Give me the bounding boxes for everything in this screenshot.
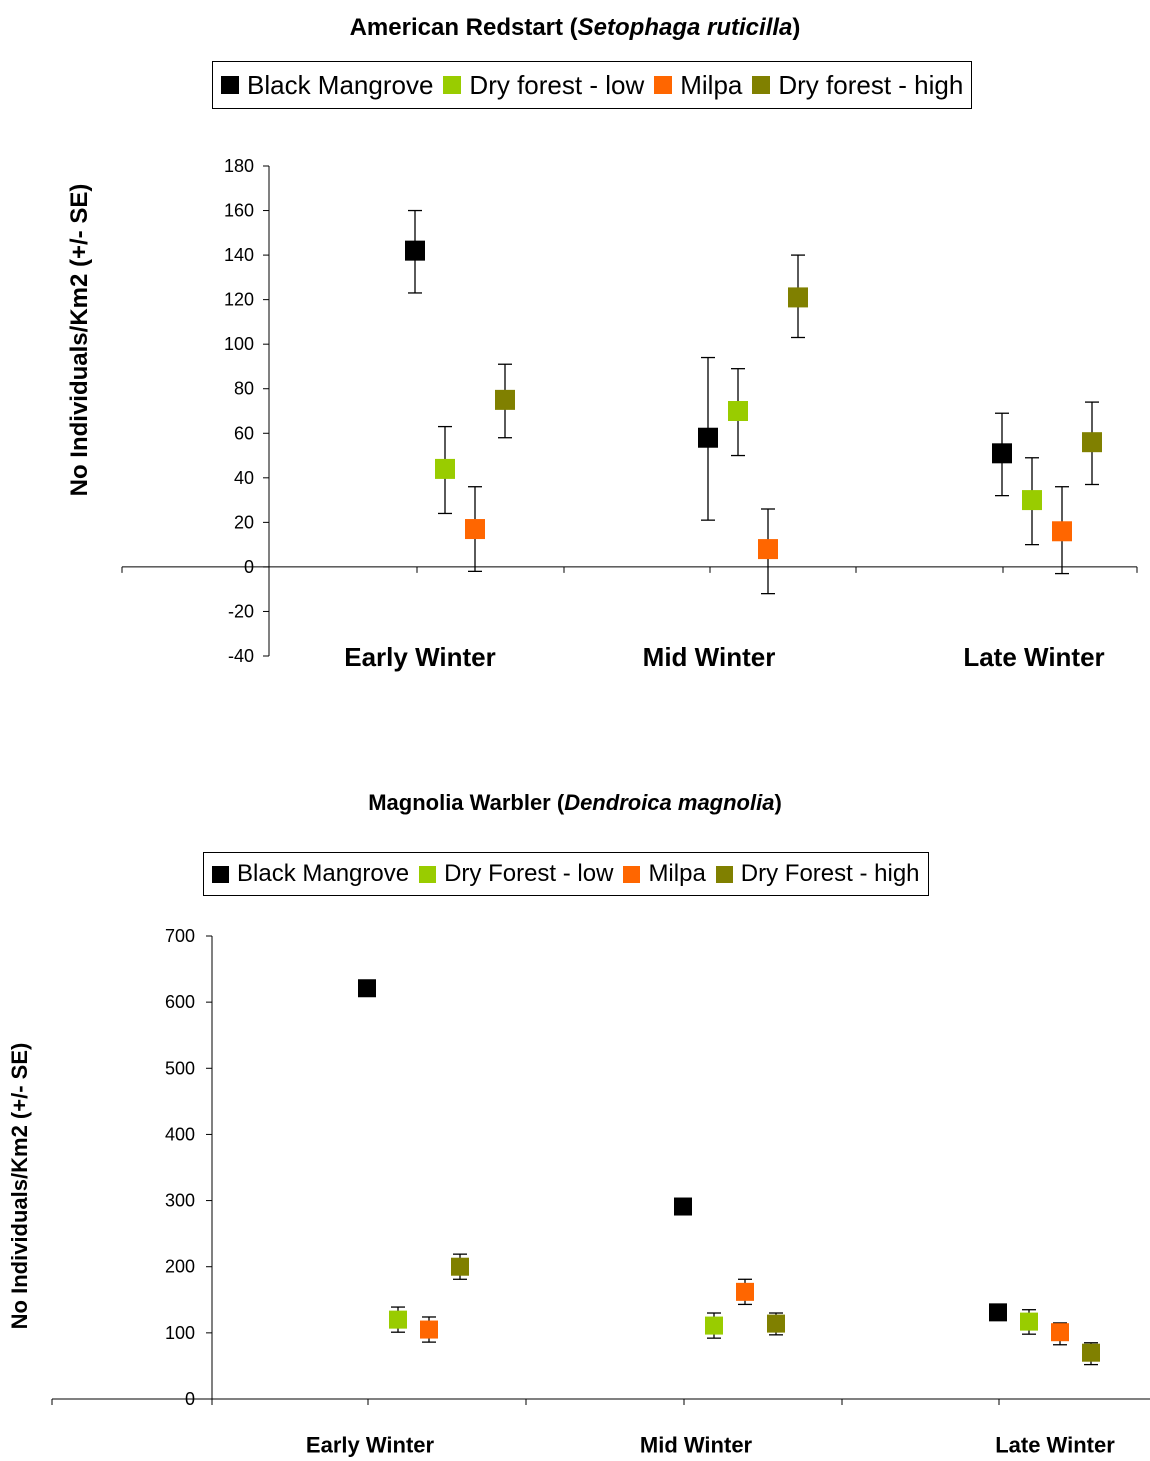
chart-title-close: ) [774, 790, 782, 815]
y-tick-label: 180 [224, 156, 254, 176]
legend-label: Milpa [648, 860, 706, 887]
chart-american-redstart: American Redstart (Setophaga ruticilla) … [0, 0, 1150, 700]
legend-label: Black Mangrove [237, 860, 410, 887]
data-point [1022, 490, 1042, 511]
data-point [698, 427, 718, 448]
legend-swatch [752, 76, 771, 94]
legend-item: Milpa [654, 70, 742, 101]
legend-item: Milpa [623, 860, 706, 888]
y-tick-label: -20 [228, 601, 254, 621]
y-tick-label: 120 [224, 290, 254, 310]
legend-item: Dry forest - high [752, 70, 963, 101]
chart-title-species: Setophaga ruticilla [577, 14, 793, 41]
legend-swatch [623, 865, 641, 883]
legend-label: Dry Forest - high [740, 860, 920, 887]
chart-title: Magnolia Warbler (Dendroica magnolia) [0, 790, 1150, 816]
legend-label: Dry forest - high [778, 69, 964, 100]
data-point [705, 1316, 723, 1335]
category-label: Late Winter [963, 642, 1104, 672]
chart-legend: Black Mangrove Dry forest - low Milpa Dry f… [212, 61, 973, 109]
legend-swatch [715, 865, 733, 883]
legend-swatch [419, 865, 437, 883]
y-tick-label: 140 [224, 245, 254, 265]
legend-item: Dry forest - low [443, 70, 644, 101]
data-point [674, 1197, 692, 1216]
y-tick-label: 300 [165, 1191, 195, 1211]
y-tick-label: 600 [165, 992, 195, 1012]
data-point [465, 519, 485, 540]
data-point [1082, 432, 1102, 453]
category-label: Early Winter [306, 1433, 435, 1458]
category-label: Early Winter [344, 642, 495, 672]
legend-item: Black Mangrove [212, 860, 409, 888]
chart-legend: Black Mangrove Dry Forest - low Milpa Dry F… [203, 852, 929, 896]
chart-title: American Redstart (Setophaga ruticilla) [0, 14, 1150, 42]
y-tick-label: 100 [224, 334, 254, 354]
data-point [728, 401, 748, 421]
data-point [435, 458, 455, 479]
legend-swatch [221, 76, 239, 94]
data-point [788, 287, 808, 308]
y-tick-label: 40 [234, 468, 254, 488]
legend-item: Dry Forest - high [715, 860, 920, 888]
category-label: Mid Winter [643, 642, 776, 672]
chart-magnolia-warbler: Magnolia Warbler (Dendroica magnolia) Bl… [0, 770, 1150, 1461]
y-tick-label: 60 [234, 423, 254, 443]
category-label: Late Winter [995, 1433, 1115, 1458]
y-tick-label: 160 [224, 201, 254, 221]
data-point [1082, 1343, 1100, 1362]
y-tick-label: 700 [165, 926, 195, 946]
legend-item: Dry Forest - low [419, 860, 613, 888]
y-tick-label: 200 [165, 1257, 195, 1277]
data-point [420, 1320, 438, 1339]
chart-title-text: Magnolia Warbler ( [368, 790, 565, 815]
y-tick-label: 100 [165, 1323, 195, 1343]
data-point [389, 1310, 407, 1329]
chart-title-text: American Redstart ( [349, 14, 578, 41]
y-tick-label: -40 [228, 646, 254, 666]
legend-label: Dry Forest - low [444, 860, 614, 887]
legend-label: Black Mangrove [247, 69, 434, 100]
data-point [992, 443, 1012, 464]
legend-swatch [654, 76, 673, 94]
legend-swatch [443, 76, 462, 94]
data-point [758, 539, 778, 560]
data-point [1051, 1323, 1069, 1342]
data-point [358, 979, 376, 998]
data-point [989, 1303, 1007, 1322]
y-tick-label: 400 [165, 1124, 195, 1144]
y-tick-label: 500 [165, 1058, 195, 1078]
y-tick-label: 20 [234, 512, 254, 532]
data-point [767, 1314, 785, 1333]
data-point [451, 1257, 469, 1276]
chart-title-close: ) [792, 14, 801, 41]
data-point [1020, 1312, 1038, 1331]
data-point [736, 1282, 754, 1301]
data-point [495, 389, 515, 410]
chart-title-species: Dendroica magnolia [564, 790, 775, 815]
y-tick-label: 80 [234, 379, 254, 399]
data-point [405, 240, 425, 261]
legend-item: Black Mangrove [221, 70, 433, 101]
data-point [1052, 521, 1072, 542]
category-label: Mid Winter [640, 1433, 753, 1458]
legend-label: Milpa [680, 69, 743, 100]
legend-swatch [212, 865, 229, 883]
legend-label: Dry forest - low [469, 69, 645, 100]
